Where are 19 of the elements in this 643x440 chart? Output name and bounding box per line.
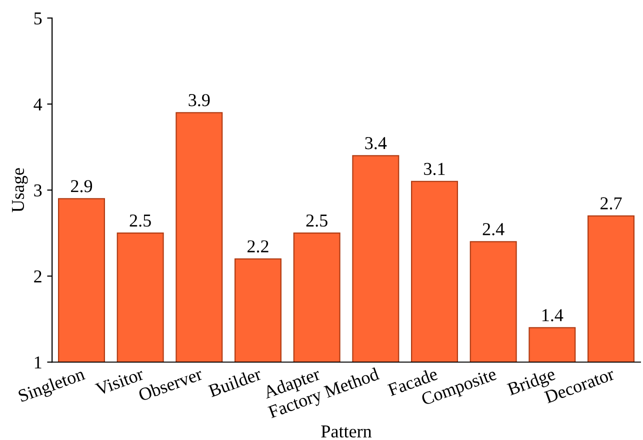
y-tick-label: 4: [34, 98, 42, 110]
data-label: 2.4: [482, 223, 504, 236]
data-label: 2.5: [130, 214, 151, 227]
data-label: 2.9: [71, 180, 92, 192]
data-label: 2.2: [248, 240, 268, 253]
y-tick-label: 3: [34, 184, 42, 197]
data-label: 3.9: [188, 94, 210, 106]
x-tick-label: Builder: [208, 367, 262, 398]
data-label: 2.7: [600, 197, 622, 210]
x-tick-label: Singleton: [18, 367, 87, 406]
y-tick-label: 1: [34, 356, 42, 368]
data-label: 1.4: [542, 309, 564, 322]
x-axis-title: Pattern: [321, 426, 372, 438]
data-label: 3.4: [365, 137, 387, 150]
y-tick-label: 2: [34, 270, 42, 282]
data-label: 3.1: [424, 162, 445, 176]
data-label: 2.5: [306, 214, 328, 227]
y-tick-label: 5: [34, 12, 42, 24]
y-axis-title: Usage: [12, 168, 28, 212]
